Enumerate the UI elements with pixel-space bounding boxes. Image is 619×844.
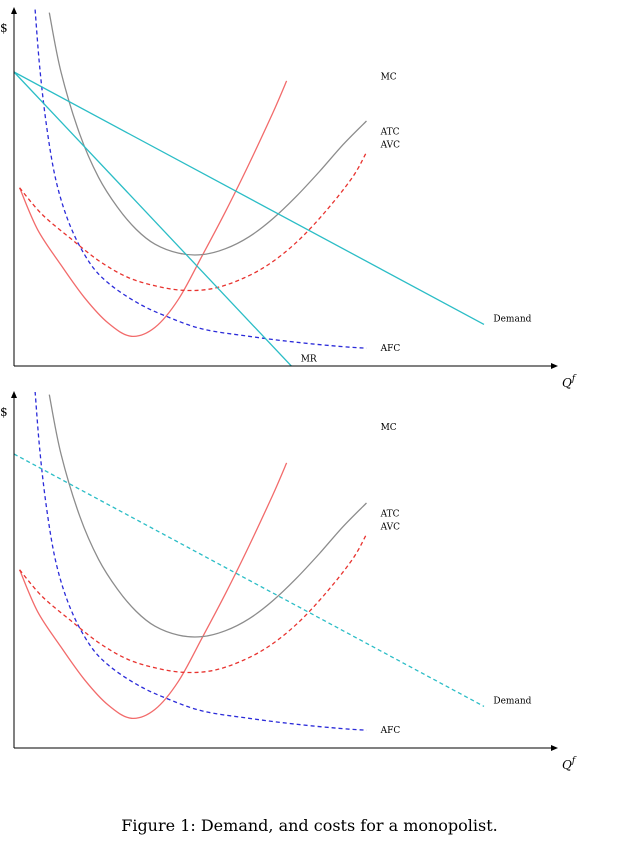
series-mc-line <box>19 80 288 338</box>
series-atc-line <box>48 394 367 638</box>
series-afc-line <box>34 392 367 731</box>
series-demand-line <box>14 453 485 707</box>
y-axis-arrow <box>11 7 17 14</box>
y-axis-label: $ <box>0 405 8 419</box>
x-axis-label-superscript: f <box>571 374 577 384</box>
series-mc-line <box>19 462 288 720</box>
series-label-avc: AVC <box>380 523 401 533</box>
series-mr-line <box>14 71 292 366</box>
series-label-mc: MC <box>381 72 397 82</box>
series-label-atc: ATC <box>380 127 400 137</box>
series-avc-line <box>19 151 368 292</box>
figure-caption: Figure 1: Demand, and costs for a monopo… <box>121 816 498 835</box>
x-axis-label-superscript: f <box>571 756 577 766</box>
series-atc-line <box>48 12 367 256</box>
chart-panel-2: $ Qf MC AVC ATC AFC Demand <box>0 391 577 772</box>
series-demand-line <box>14 71 485 325</box>
x-axis-arrow <box>551 363 558 369</box>
series-label-mr: MR <box>301 355 317 365</box>
series-label-demand: Demand <box>493 314 531 324</box>
series-afc-line <box>34 9 367 349</box>
x-axis-label: Qf <box>562 374 577 390</box>
series-label-atc: ATC <box>380 509 400 519</box>
chart-panel-1: $ Qf MC AVC ATC AFC Demand MR <box>0 7 577 390</box>
y-axis-label: $ <box>0 21 8 35</box>
y-axis-arrow <box>11 391 17 398</box>
series-label-afc: AFC <box>380 344 401 354</box>
series-label-avc: AVC <box>380 141 401 151</box>
curves <box>14 9 485 366</box>
x-axis-label: Qf <box>562 756 577 772</box>
curves <box>14 392 485 731</box>
x-axis-arrow <box>551 745 558 751</box>
series-label-afc: AFC <box>380 726 401 736</box>
series-avc-line <box>19 533 368 674</box>
series-label-mc: MC <box>381 423 397 433</box>
series-label-demand: Demand <box>493 696 531 706</box>
